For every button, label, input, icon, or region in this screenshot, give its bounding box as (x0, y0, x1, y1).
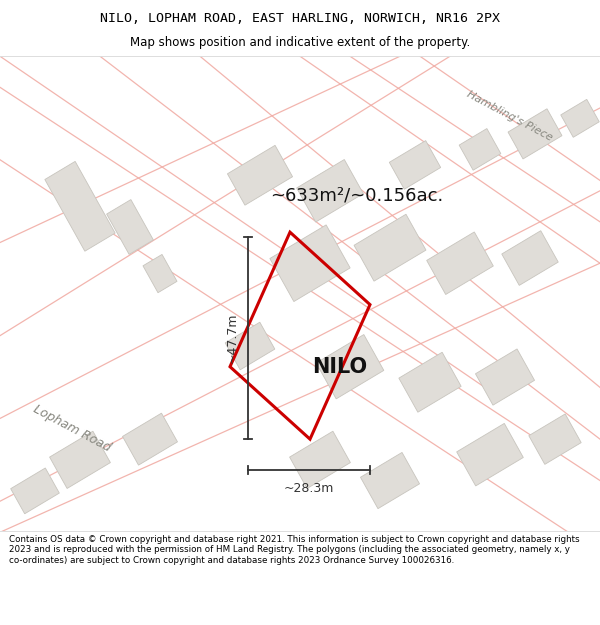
Text: ~633m²/~0.156ac.: ~633m²/~0.156ac. (270, 187, 443, 205)
Polygon shape (122, 413, 178, 465)
Polygon shape (50, 431, 110, 489)
Text: ~28.3m: ~28.3m (284, 482, 334, 496)
Polygon shape (11, 468, 59, 514)
Polygon shape (529, 414, 581, 464)
Text: Hambling's Piece: Hambling's Piece (466, 89, 554, 143)
Polygon shape (107, 199, 154, 254)
Polygon shape (227, 146, 293, 205)
Polygon shape (354, 214, 426, 281)
Text: Lopham Road: Lopham Road (31, 403, 113, 455)
Polygon shape (389, 141, 440, 189)
Polygon shape (427, 232, 493, 294)
Text: Map shows position and indicative extent of the property.: Map shows position and indicative extent… (130, 36, 470, 49)
Polygon shape (399, 352, 461, 412)
Polygon shape (459, 129, 501, 170)
Text: ~47.7m: ~47.7m (226, 313, 239, 364)
Polygon shape (316, 334, 384, 399)
Polygon shape (143, 254, 177, 292)
Polygon shape (296, 159, 364, 222)
Text: Contains OS data © Crown copyright and database right 2021. This information is : Contains OS data © Crown copyright and d… (9, 535, 580, 565)
Polygon shape (475, 349, 535, 405)
Text: NILO, LOPHAM ROAD, EAST HARLING, NORWICH, NR16 2PX: NILO, LOPHAM ROAD, EAST HARLING, NORWICH… (100, 11, 500, 24)
Polygon shape (457, 423, 523, 486)
Polygon shape (361, 452, 419, 509)
Polygon shape (502, 231, 558, 286)
Polygon shape (290, 431, 350, 489)
Polygon shape (270, 225, 350, 301)
Polygon shape (508, 109, 562, 159)
Polygon shape (45, 161, 115, 251)
Polygon shape (561, 99, 599, 138)
Polygon shape (225, 322, 275, 370)
Text: NILO: NILO (313, 357, 368, 377)
